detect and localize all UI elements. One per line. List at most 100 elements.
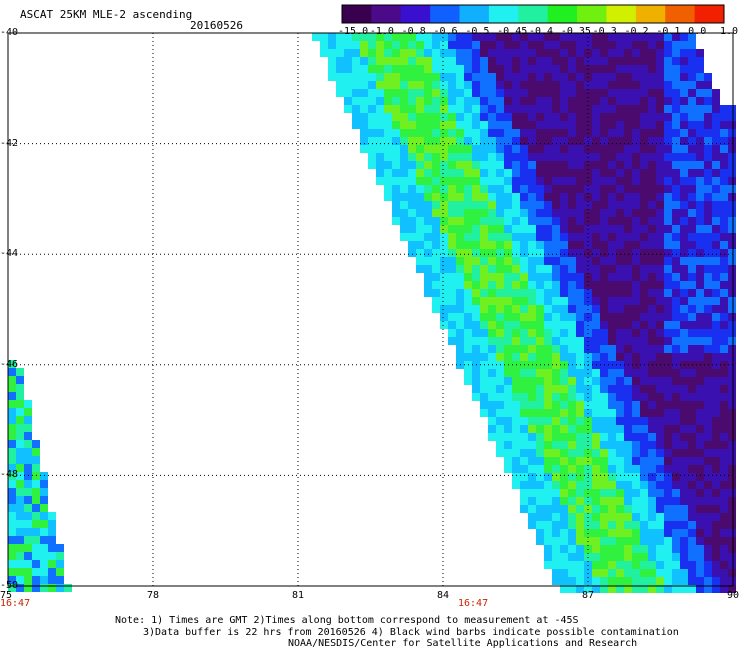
swath-pixel bbox=[32, 584, 40, 592]
swath-pixel bbox=[512, 49, 520, 57]
swath-pixel bbox=[576, 577, 584, 585]
swath-pixel bbox=[720, 185, 728, 193]
swath-pixel bbox=[600, 577, 608, 585]
swath-pixel bbox=[624, 369, 632, 377]
swath-pixel bbox=[48, 568, 56, 576]
swath-pixel bbox=[512, 105, 520, 113]
swath-pixel bbox=[536, 393, 544, 401]
swath-pixel bbox=[544, 289, 552, 297]
swath-pixel bbox=[664, 553, 672, 561]
swath-pixel bbox=[536, 33, 544, 41]
swath-pixel bbox=[496, 33, 504, 41]
swath-pixel bbox=[600, 401, 608, 409]
swath-pixel bbox=[536, 41, 544, 49]
swath-pixel bbox=[456, 57, 464, 65]
swath-pixel bbox=[512, 433, 520, 441]
swath-pixel bbox=[672, 369, 680, 377]
swath-pixel bbox=[504, 281, 512, 289]
swath-pixel bbox=[448, 329, 456, 337]
swath-pixel bbox=[624, 217, 632, 225]
swath-pixel bbox=[672, 217, 680, 225]
swath-pixel bbox=[496, 193, 504, 201]
swath-pixel bbox=[32, 464, 40, 472]
swath-pixel bbox=[416, 233, 424, 241]
swath-pixel bbox=[712, 121, 720, 129]
swath-pixel bbox=[600, 233, 608, 241]
swath-pixel bbox=[456, 257, 464, 265]
swath-pixel bbox=[512, 457, 520, 465]
swath-pixel bbox=[512, 57, 520, 65]
swath-pixel bbox=[608, 241, 616, 249]
swath-pixel bbox=[344, 73, 352, 81]
swath-pixel bbox=[664, 177, 672, 185]
swath-pixel bbox=[16, 440, 24, 448]
swath-pixel bbox=[704, 457, 712, 465]
swath-pixel bbox=[504, 385, 512, 393]
swath-pixel bbox=[416, 217, 424, 225]
swath-pixel bbox=[440, 289, 448, 297]
swath-pixel bbox=[552, 497, 560, 505]
swath-pixel bbox=[496, 217, 504, 225]
swath-pixel bbox=[480, 49, 488, 57]
swath-pixel bbox=[624, 529, 632, 537]
swath-pixel bbox=[728, 457, 736, 465]
swath-pixel bbox=[704, 577, 712, 585]
swath-pixel bbox=[688, 393, 696, 401]
colorbar-swatch bbox=[488, 5, 519, 23]
swath-pixel bbox=[432, 289, 440, 297]
swath-pixel bbox=[664, 81, 672, 89]
swath-pixel bbox=[680, 369, 688, 377]
swath-pixel bbox=[640, 425, 648, 433]
swath-pixel bbox=[632, 65, 640, 73]
swath-pixel bbox=[512, 273, 520, 281]
swath-pixel bbox=[632, 417, 640, 425]
swath-pixel bbox=[560, 433, 568, 441]
swath-pixel bbox=[712, 313, 720, 321]
swath-pixel bbox=[448, 193, 456, 201]
swath-pixel bbox=[600, 513, 608, 521]
swath-pixel bbox=[608, 473, 616, 481]
swath-pixel bbox=[728, 377, 736, 385]
swath-pixel bbox=[704, 377, 712, 385]
swath-pixel bbox=[440, 193, 448, 201]
swath-pixel bbox=[728, 217, 736, 225]
swath-pixel bbox=[504, 129, 512, 137]
swath-pixel bbox=[360, 65, 368, 73]
swath-pixel bbox=[728, 129, 736, 137]
swath-pixel bbox=[376, 137, 384, 145]
swath-pixel bbox=[576, 89, 584, 97]
swath-pixel bbox=[592, 233, 600, 241]
swath-pixel bbox=[528, 41, 536, 49]
swath-pixel bbox=[472, 105, 480, 113]
swath-pixel bbox=[688, 177, 696, 185]
swath-pixel bbox=[608, 289, 616, 297]
swath-pixel bbox=[592, 297, 600, 305]
swath-pixel bbox=[496, 297, 504, 305]
swath-pixel bbox=[512, 249, 520, 257]
swath-pixel bbox=[672, 65, 680, 73]
swath-pixel bbox=[616, 65, 624, 73]
swath-pixel bbox=[728, 241, 736, 249]
swath-pixel bbox=[504, 105, 512, 113]
swath-pixel bbox=[424, 81, 432, 89]
swath-pixel bbox=[568, 313, 576, 321]
swath-pixel bbox=[496, 97, 504, 105]
swath-pixel bbox=[544, 217, 552, 225]
swath-pixel bbox=[592, 417, 600, 425]
swath-pixel bbox=[600, 89, 608, 97]
swath-pixel bbox=[504, 409, 512, 417]
swath-pixel bbox=[616, 329, 624, 337]
swath-pixel bbox=[728, 233, 736, 241]
swath-pixel bbox=[696, 241, 704, 249]
swath-pixel bbox=[600, 297, 608, 305]
swath-pixel bbox=[640, 297, 648, 305]
swath-pixel bbox=[648, 489, 656, 497]
swath-pixel bbox=[704, 465, 712, 473]
swath-pixel bbox=[376, 97, 384, 105]
swath-pixel bbox=[560, 561, 568, 569]
swath-pixel bbox=[624, 473, 632, 481]
swath-pixel bbox=[680, 57, 688, 65]
swath-pixel bbox=[552, 353, 560, 361]
swath-pixel bbox=[656, 161, 664, 169]
swath-pixel bbox=[536, 369, 544, 377]
